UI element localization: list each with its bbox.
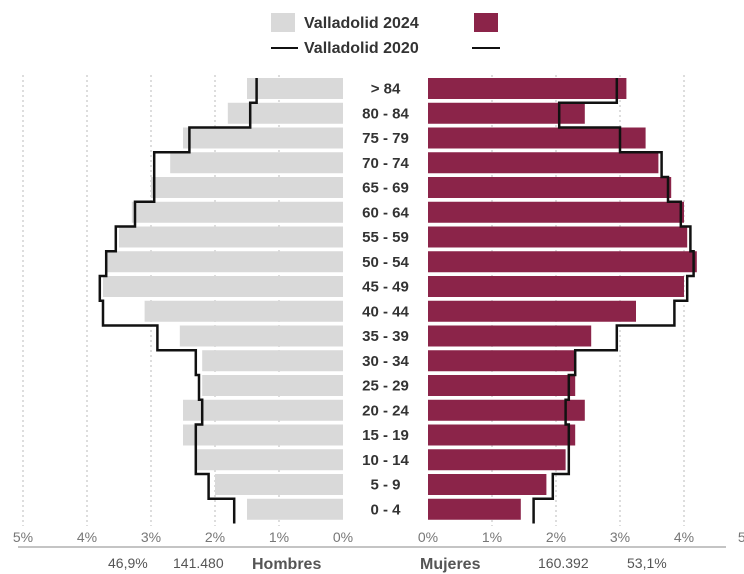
x-tick-right: 5% <box>738 529 744 545</box>
bar-hombres-2024 <box>179 325 343 347</box>
x-tick-left: 2% <box>205 529 225 545</box>
bar-hombres-2024 <box>183 424 343 446</box>
bar-mujeres-2024 <box>428 127 646 149</box>
age-label: 65 - 69 <box>362 180 409 197</box>
mujeres-label: Mujeres <box>420 556 481 573</box>
age-label: 50 - 54 <box>362 254 409 271</box>
bar-mujeres-2024 <box>428 78 627 99</box>
hombres-total: 141.480 <box>173 555 224 571</box>
mujeres-percentage: 53,1% <box>627 555 667 571</box>
bar-hombres-2024 <box>119 226 343 248</box>
age-label: > 84 <box>371 81 401 98</box>
bar-mujeres-2024 <box>428 102 585 124</box>
x-tick-left: 5% <box>13 529 33 545</box>
legend: Valladolid 2024 Valladolid 2020 <box>271 13 500 57</box>
x-tick-right: 0% <box>418 529 438 545</box>
x-tick-right: 4% <box>674 529 694 545</box>
age-label: 0 - 4 <box>370 501 401 518</box>
bar-hombres-2024 <box>183 399 343 421</box>
age-label: 25 - 29 <box>362 378 409 395</box>
age-label: 80 - 84 <box>362 105 409 122</box>
x-tick-left: 3% <box>141 529 161 545</box>
legend-label-2024: Valladolid 2024 <box>304 15 419 32</box>
bar-mujeres-2024 <box>428 201 684 223</box>
legend-label-2020: Valladolid 2020 <box>304 40 419 57</box>
age-label: 40 - 44 <box>362 303 409 320</box>
bar-hombres-2024 <box>195 449 343 471</box>
bar-hombres-2024 <box>131 201 343 223</box>
bar-mujeres-2024 <box>428 300 636 322</box>
bar-hombres-2024 <box>202 350 343 372</box>
outline-mujeres-2020 <box>532 78 695 524</box>
x-tick-right: 1% <box>482 529 502 545</box>
age-label: 15 - 19 <box>362 427 409 444</box>
hombres-percentage: 46,9% <box>108 555 148 571</box>
x-tick-labels: 5% 4% 3% 2% 1% 0% 0% 1% 2% 3% 4% 5% <box>13 529 744 545</box>
bar-hombres-2024 <box>106 251 343 273</box>
bar-mujeres-2024 <box>428 325 592 347</box>
bar-mujeres-2024 <box>428 375 576 396</box>
x-tick-right: 2% <box>546 529 566 545</box>
bar-hombres-2024 <box>247 498 343 520</box>
bar-mujeres-2024 <box>428 474 547 495</box>
bar-hombres-2024 <box>170 152 343 174</box>
bar-mujeres-2024 <box>428 498 521 520</box>
bar-hombres-2024 <box>151 177 343 198</box>
bar-hombres-2024 <box>215 474 343 495</box>
bar-hombres-2024 <box>227 102 343 124</box>
x-tick-left: 0% <box>333 529 353 545</box>
bar-mujeres-2024 <box>428 251 697 273</box>
bar-hombres-2024 <box>183 127 343 149</box>
outline-2020 <box>98 78 695 524</box>
age-label: 55 - 59 <box>362 229 409 246</box>
bar-hombres-2024 <box>202 375 343 396</box>
bar-mujeres-2024 <box>428 152 659 174</box>
bar-mujeres-2024 <box>428 226 688 248</box>
age-label: 70 - 74 <box>362 155 409 172</box>
bar-mujeres-2024 <box>428 449 566 471</box>
outline-hombres-2020 <box>98 78 258 524</box>
bars-hombres-2024 <box>103 78 343 520</box>
age-label: 10 - 14 <box>362 452 409 469</box>
bar-mujeres-2024 <box>428 350 576 372</box>
age-labels: > 84 80 - 84 75 - 79 70 - 74 65 - 69 60 - 64 5… <box>362 81 409 519</box>
age-label: 30 - 34 <box>362 353 409 370</box>
age-label: 5 - 9 <box>370 477 400 494</box>
bars-mujeres-2024 <box>428 78 697 520</box>
x-tick-left: 1% <box>269 529 289 545</box>
x-tick-left: 4% <box>77 529 97 545</box>
age-label: 20 - 24 <box>362 402 409 419</box>
legend-swatch-mujeres-2024 <box>474 13 498 32</box>
bar-hombres-2024 <box>103 276 343 297</box>
age-label: 45 - 49 <box>362 279 409 296</box>
legend-swatch-hombres-2024 <box>271 13 295 32</box>
age-label: 75 - 79 <box>362 130 409 147</box>
bar-hombres-2024 <box>144 300 343 322</box>
bar-mujeres-2024 <box>428 276 684 297</box>
hombres-label: Hombres <box>252 556 321 573</box>
mujeres-total: 160.392 <box>538 555 589 571</box>
bar-mujeres-2024 <box>428 177 672 198</box>
x-tick-right: 3% <box>610 529 630 545</box>
bar-mujeres-2024 <box>428 424 576 446</box>
bar-hombres-2024 <box>247 78 343 99</box>
age-label: 35 - 39 <box>362 328 409 345</box>
age-label: 60 - 64 <box>362 204 409 221</box>
bar-mujeres-2024 <box>428 399 585 421</box>
